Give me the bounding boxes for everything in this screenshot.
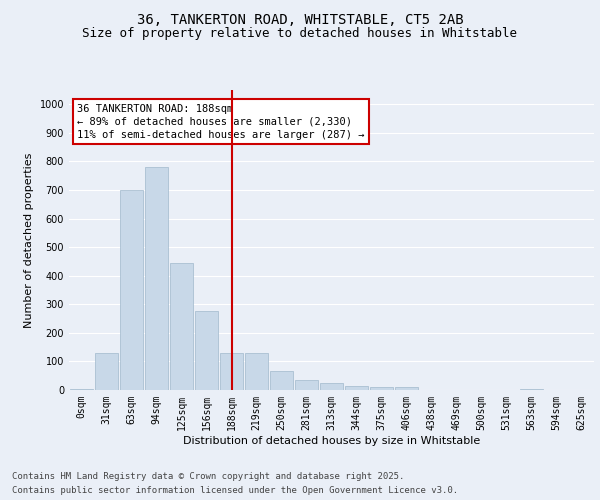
Bar — [95, 353, 118, 390]
Bar — [270, 370, 293, 390]
Text: Contains HM Land Registry data © Crown copyright and database right 2025.: Contains HM Land Registry data © Crown c… — [12, 472, 404, 481]
Y-axis label: Number of detached properties: Number of detached properties — [24, 152, 34, 328]
Bar — [220, 353, 243, 390]
Bar — [320, 383, 343, 390]
Bar — [145, 167, 168, 390]
Text: Size of property relative to detached houses in Whitstable: Size of property relative to detached ho… — [83, 28, 517, 40]
Text: 36, TANKERTON ROAD, WHITSTABLE, CT5 2AB: 36, TANKERTON ROAD, WHITSTABLE, CT5 2AB — [137, 12, 463, 26]
Bar — [170, 263, 193, 390]
Text: Contains public sector information licensed under the Open Government Licence v3: Contains public sector information licen… — [12, 486, 458, 495]
Bar — [295, 380, 318, 390]
Text: 36 TANKERTON ROAD: 188sqm
← 89% of detached houses are smaller (2,330)
11% of se: 36 TANKERTON ROAD: 188sqm ← 89% of detac… — [77, 104, 364, 140]
Bar — [70, 388, 93, 390]
Bar — [195, 310, 218, 390]
Bar — [245, 353, 268, 390]
Bar — [370, 386, 393, 390]
Bar — [520, 388, 543, 390]
Bar — [345, 386, 368, 390]
Bar — [120, 190, 143, 390]
Bar — [395, 387, 418, 390]
X-axis label: Distribution of detached houses by size in Whitstable: Distribution of detached houses by size … — [183, 436, 480, 446]
